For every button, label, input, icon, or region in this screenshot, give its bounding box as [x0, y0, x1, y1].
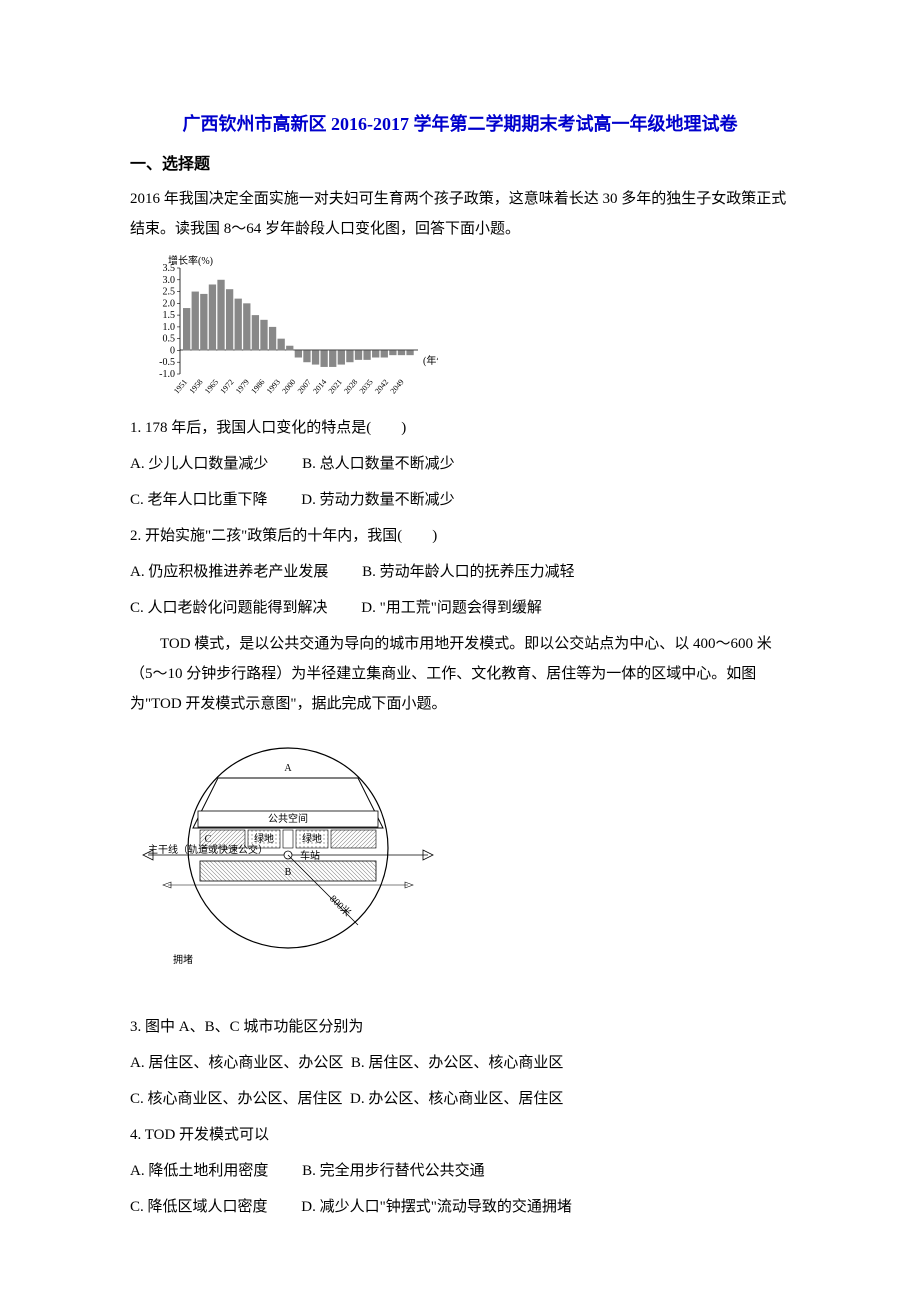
svg-text:3.0: 3.0	[163, 275, 176, 286]
svg-text:2042: 2042	[373, 378, 390, 394]
svg-text:1972: 1972	[218, 378, 235, 394]
svg-text:1.5: 1.5	[163, 310, 176, 321]
q4-text: 4. TOD 开发模式可以	[130, 1120, 790, 1150]
q4-options-cd: C. 降低区域人口密度 D. 减少人口"钟摆式"流动导致的交通拥堵	[130, 1192, 790, 1222]
green-1: 绿地	[254, 832, 274, 845]
svg-text:2035: 2035	[358, 378, 375, 394]
q2-optB: B. 劳动年龄人口的抚养压力减轻	[362, 564, 575, 580]
population-growth-chart: 增长率(%) -1.0-0.500.51.01.52.02.53.03.5 19…	[138, 254, 438, 394]
svg-text:1979: 1979	[234, 378, 251, 394]
svg-text:-0.5: -0.5	[159, 357, 175, 368]
svg-text:2000: 2000	[280, 378, 297, 394]
tod-diagram: A 公共空间 C 绿地 绿地 主干线（轨道或快速公交）	[138, 733, 438, 993]
q3-optA: A. 居住区、核心商业区、办公区	[130, 1055, 343, 1071]
station-label: 车站	[300, 849, 320, 862]
svg-text:2014: 2014	[311, 378, 328, 394]
q3-optB: B. 居住区、办公区、核心商业区	[351, 1055, 564, 1071]
green-2: 绿地	[302, 832, 322, 845]
q1-options-ab: A. 少儿人口数量减少 B. 总人口数量不断减少	[130, 449, 790, 479]
label-C: C	[205, 834, 212, 845]
q3-text: 3. 图中 A、B、C 城市功能区分别为	[130, 1012, 790, 1042]
x-axis-label: (年份)	[423, 354, 438, 367]
svg-text:2.5: 2.5	[163, 287, 176, 298]
q4-optC: C. 降低区域人口密度	[130, 1199, 268, 1215]
q2-optA: A. 仍应积极推进养老产业发展	[130, 564, 328, 580]
q2-options-ab: A. 仍应积极推进养老产业发展 B. 劳动年龄人口的抚养压力减轻	[130, 557, 790, 587]
label-B: B	[285, 867, 292, 878]
q3-options-cd: C. 核心商业区、办公区、居住区 D. 办公区、核心商业区、居住区	[130, 1084, 790, 1114]
svg-text:2028: 2028	[342, 378, 359, 394]
svg-text:2.0: 2.0	[163, 298, 176, 309]
q4-optB: B. 完全用步行替代公共交通	[302, 1163, 485, 1179]
svg-text:2021: 2021	[327, 378, 344, 394]
svg-text:2049: 2049	[389, 378, 406, 394]
exam-title: 广西钦州市高新区 2016-2017 学年第二学期期末考试高一年级地理试卷	[130, 110, 790, 136]
svg-text:1965: 1965	[203, 378, 220, 394]
public-space-label: 公共空间	[268, 812, 308, 825]
q2-text: 2. 开始实施"二孩"政策后的十年内，我国( )	[130, 521, 790, 551]
q2-options-cd: C. 人口老龄化问题能得到解决 D. "用工荒"问题会得到缓解	[130, 593, 790, 623]
mainline-label: 主干线（轨道或快速公交）	[148, 843, 268, 856]
q3-optD: D. 办公区、核心商业区、居住区	[350, 1091, 563, 1107]
radius-label: 800米	[327, 892, 354, 919]
tod-intro: TOD 模式，是以公共交通为导向的城市用地开发模式。即以公交站点为中心、以 40…	[130, 629, 790, 719]
q1-optD: D. 劳动力数量不断减少	[301, 492, 454, 508]
svg-text:1993: 1993	[265, 378, 282, 394]
q1-optB: B. 总人口数量不断减少	[302, 456, 455, 472]
crowded-label: 拥堵	[173, 953, 193, 966]
q2-optC: C. 人口老龄化问题能得到解决	[130, 600, 328, 616]
svg-text:0.5: 0.5	[163, 334, 176, 345]
q2-optD: D. "用工荒"问题会得到缓解	[361, 600, 542, 616]
q1-optA: A. 少儿人口数量减少	[130, 456, 268, 472]
svg-text:-1.0: -1.0	[159, 369, 175, 380]
q3-options-ab: A. 居住区、核心商业区、办公区 B. 居住区、办公区、核心商业区	[130, 1048, 790, 1078]
section-1-intro: 2016 年我国决定全面实施一对夫妇可生育两个孩子政策，这意味着长达 30 多年…	[130, 184, 790, 244]
tod-diagram-container: A 公共空间 C 绿地 绿地 主干线（轨道或快速公交）	[138, 733, 790, 998]
q4-options-ab: A. 降低土地利用密度 B. 完全用步行替代公共交通	[130, 1156, 790, 1186]
q1-optC: C. 老年人口比重下降	[130, 492, 268, 508]
q3-optC: C. 核心商业区、办公区、居住区	[130, 1091, 343, 1107]
svg-text:2007: 2007	[296, 378, 313, 394]
q4-optA: A. 降低土地利用密度	[130, 1163, 268, 1179]
chart-1-container: 增长率(%) -1.0-0.500.51.01.52.02.53.03.5 19…	[138, 254, 790, 399]
svg-text:1986: 1986	[249, 378, 266, 394]
svg-text:1958: 1958	[187, 378, 204, 394]
q1-text: 1. 178 年后，我国人口变化的特点是( )	[130, 413, 790, 443]
q1-options-cd: C. 老年人口比重下降 D. 劳动力数量不断减少	[130, 485, 790, 515]
label-A: A	[284, 763, 292, 774]
section-1-header: 一、选择题	[130, 150, 790, 174]
svg-text:1.0: 1.0	[163, 322, 176, 333]
svg-text:3.5: 3.5	[163, 263, 176, 274]
svg-text:0: 0	[170, 345, 175, 356]
q4-optD: D. 减少人口"钟摆式"流动导致的交通拥堵	[301, 1199, 572, 1215]
